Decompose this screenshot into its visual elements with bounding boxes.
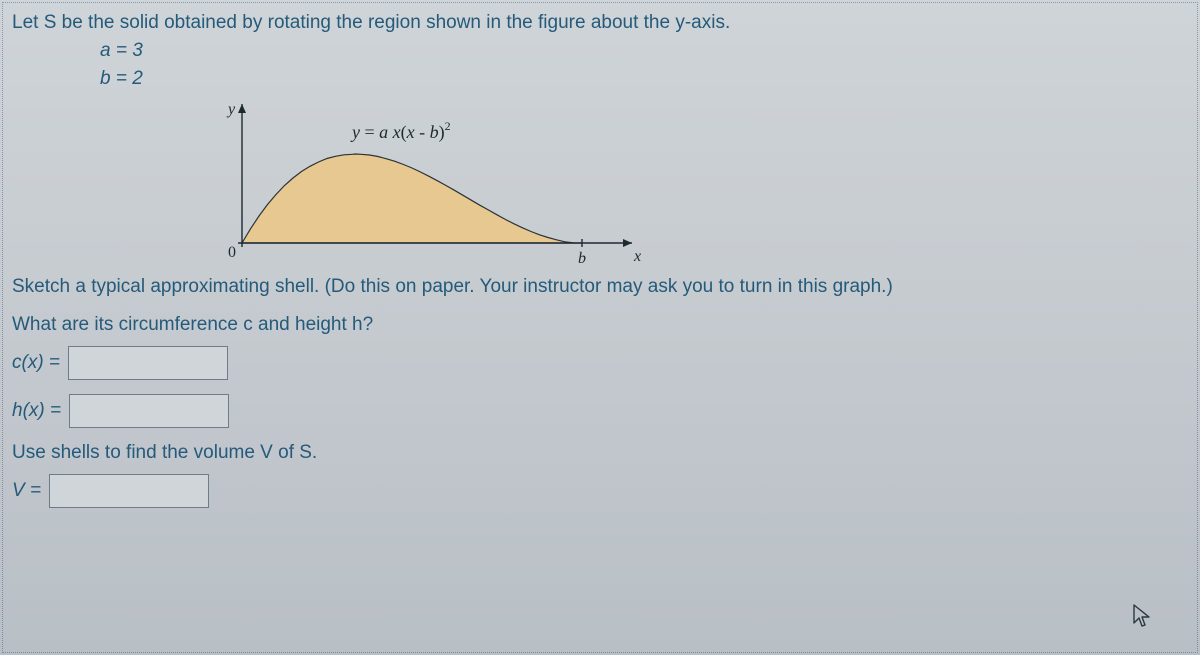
c-row: c(x) =	[12, 346, 1188, 380]
cursor-icon	[1132, 603, 1152, 629]
h-input[interactable]	[69, 394, 229, 428]
h-label: h(x) =	[12, 400, 61, 422]
question-content: Let S be the solid obtained by rotating …	[0, 0, 1200, 655]
param-b: b = 2	[100, 68, 1188, 90]
ch-question: What are its circumference c and height …	[12, 314, 1188, 336]
c-input[interactable]	[68, 346, 228, 380]
svg-text:y = a x(x - b)2: y = a x(x - b)2	[350, 119, 451, 143]
intro-span: Let S be the solid obtained by rotating …	[12, 12, 730, 33]
svg-text:x: x	[633, 248, 641, 265]
volume-instruction: Use shells to find the volume V of S.	[12, 442, 1188, 464]
svg-text:b: b	[578, 250, 586, 267]
intro-text: Let S be the solid obtained by rotating …	[12, 12, 1188, 34]
figure-svg: b 0 y x y = a x(x - b)2	[192, 98, 652, 268]
c-label: c(x) =	[12, 352, 60, 374]
v-label: V =	[12, 480, 41, 502]
v-row: V =	[12, 474, 1188, 508]
v-input[interactable]	[49, 474, 209, 508]
figure: b 0 y x y = a x(x - b)2	[192, 98, 652, 268]
h-row: h(x) =	[12, 394, 1188, 428]
svg-text:y: y	[226, 101, 236, 118]
svg-text:0: 0	[228, 244, 236, 261]
param-a: a = 3	[100, 40, 1188, 62]
shell-instruction: Sketch a typical approximating shell. (D…	[12, 276, 1188, 298]
